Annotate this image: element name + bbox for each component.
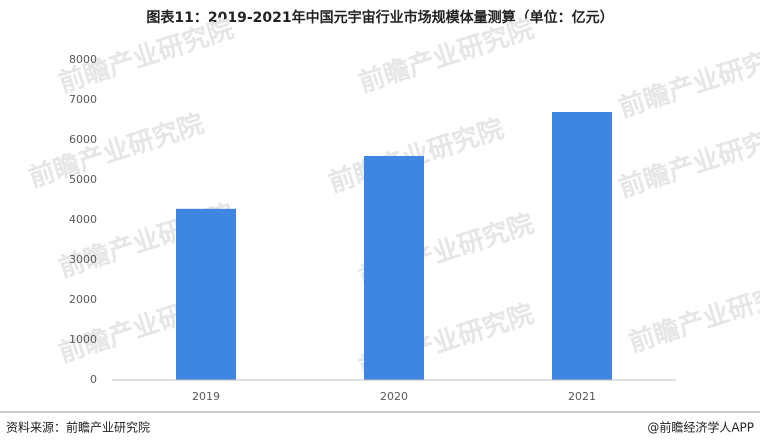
watermark: 前瞻产业研究院 bbox=[625, 273, 760, 359]
y-tick-label: 6000 bbox=[69, 133, 97, 146]
y-tick-label: 8000 bbox=[69, 53, 97, 66]
watermark: 前瞻产业研究院 bbox=[615, 118, 760, 204]
y-tick-label: 4000 bbox=[69, 213, 97, 226]
y-tick-label: 3000 bbox=[69, 253, 97, 266]
bar bbox=[552, 112, 612, 380]
x-tick-label: 2020 bbox=[380, 390, 408, 403]
y-tick-label: 5000 bbox=[69, 173, 97, 186]
x-tick-label: 2019 bbox=[192, 390, 220, 403]
y-tick-label: 0 bbox=[90, 373, 97, 386]
chart-title: 图表11：2019-2021年中国元宇宙行业市场规模体量测算（单位：亿元） bbox=[146, 9, 613, 26]
watermark: 前瞻产业研究院 bbox=[615, 38, 760, 124]
x-tick-label: 2021 bbox=[568, 390, 596, 403]
bar bbox=[176, 208, 236, 380]
bar bbox=[364, 156, 424, 380]
y-tick-label: 7000 bbox=[69, 93, 97, 106]
y-tick-label: 1000 bbox=[69, 333, 97, 346]
source: 资料来源：前瞻产业研究院 bbox=[6, 420, 150, 435]
watermark: 前瞻产业研究院 bbox=[25, 108, 208, 194]
y-tick-label: 2000 bbox=[69, 293, 97, 306]
credit: @前瞻经济学人APP bbox=[647, 420, 754, 435]
